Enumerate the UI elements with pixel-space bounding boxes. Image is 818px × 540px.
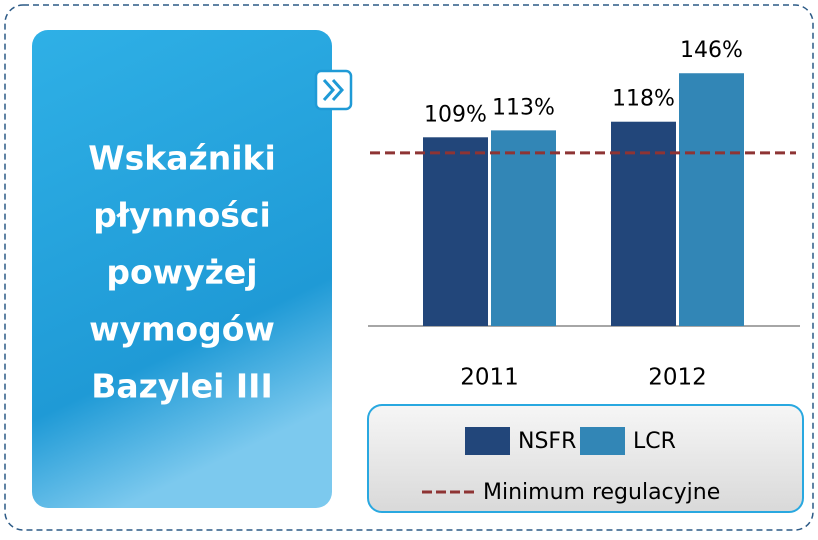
x-tick-label: 2012 (648, 365, 707, 391)
title-line: Bazylei III (91, 367, 272, 406)
bar (679, 73, 744, 326)
data-label: 113% (492, 95, 555, 120)
title-line: powyżej (106, 253, 257, 292)
bar (423, 137, 488, 326)
legend-swatch (465, 427, 510, 455)
bar (611, 121, 676, 327)
x-tick-label: 2011 (460, 365, 519, 391)
icon (314, 69, 353, 111)
bar (491, 130, 556, 326)
title-line: Wskaźniki (88, 139, 276, 178)
frame (4, 4, 814, 531)
legend-label: NSFR (518, 429, 576, 454)
legend-swatch (580, 427, 625, 455)
legend-label: LCR (633, 429, 676, 454)
title-line: wymogów (89, 310, 275, 349)
title-panel (32, 30, 332, 508)
data-label: 146% (680, 38, 743, 63)
legend-label: Minimum regulacyjne (483, 480, 720, 505)
data-label: 118% (612, 87, 675, 112)
data-label: 109% (424, 102, 487, 127)
title-line: płynności (93, 196, 271, 235)
